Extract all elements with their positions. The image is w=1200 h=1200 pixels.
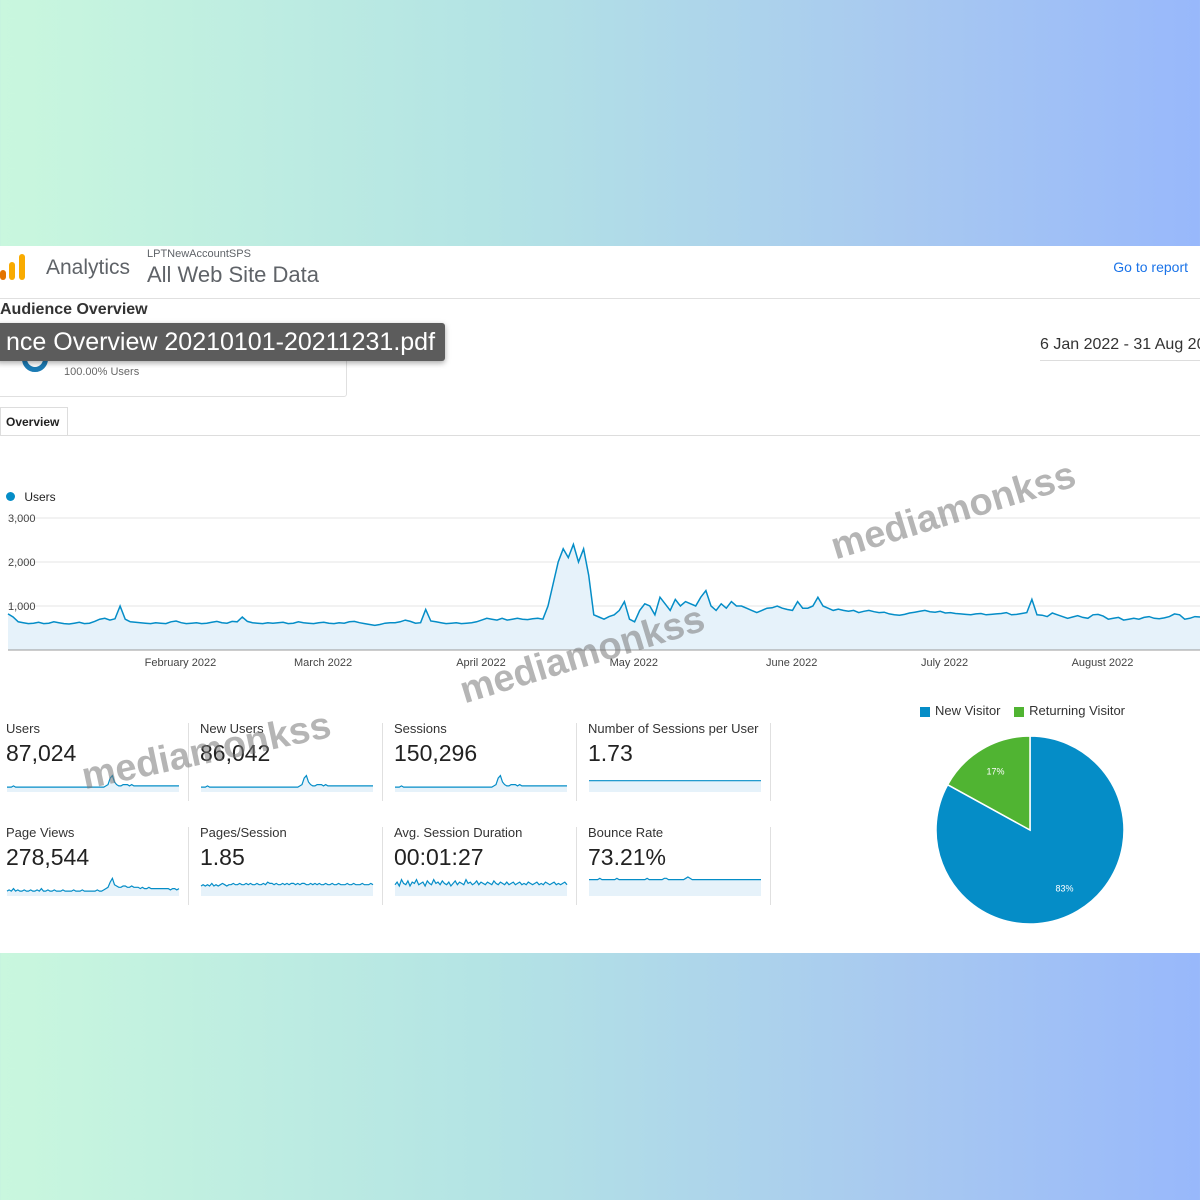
metric-divider [770, 827, 771, 905]
metric-label: Page Views [6, 825, 75, 840]
metric-divider [382, 723, 383, 801]
metric-divider [770, 723, 771, 801]
go-to-report-link[interactable]: Go to report [1113, 259, 1188, 275]
metric-divider [576, 723, 577, 801]
metric-tile[interactable]: Sessions 150,296 [394, 721, 574, 793]
visitor-pie-chart[interactable]: 83% 17% [930, 730, 1130, 930]
pie-legend: New Visitor Returning Visitor [920, 703, 1135, 718]
x-tick-label: April 2022 [456, 657, 506, 669]
x-tick-label: June 2022 [766, 657, 817, 669]
metric-sparkline [201, 774, 373, 792]
y-tick-label: 2,000 [8, 557, 36, 569]
metric-tile[interactable]: Bounce Rate 73.21% [588, 825, 768, 897]
users-chart-legend[interactable]: Users [6, 489, 56, 504]
metric-label: Avg. Session Duration [394, 825, 523, 840]
segment-share: 100.00% Users [64, 366, 140, 378]
pie-slice[interactable] [946, 735, 1031, 832]
metric-sparkline [395, 774, 567, 792]
x-tick-label: March 2022 [294, 657, 352, 669]
app-name[interactable]: Analytics [46, 256, 131, 279]
metric-sparkline [7, 774, 179, 792]
users-line-chart[interactable]: 1,000 2,000 3,000 February 2022 March 2022 Ap… [0, 500, 1200, 675]
metric-divider [576, 827, 577, 905]
metric-sparkline [589, 876, 761, 896]
metric-sparkline [589, 780, 761, 792]
metric-value: 86,042 [200, 740, 271, 766]
metric-divider [188, 827, 189, 905]
pie-legend-swatch [1014, 706, 1025, 717]
metric-label: Users [6, 721, 40, 736]
metric-value: 73.21% [588, 844, 667, 870]
pie-legend-new[interactable]: New Visitor [920, 703, 1001, 718]
pie-legend-label: New Visitor [935, 703, 1001, 718]
property-selector[interactable]: All Web Site Data [147, 262, 320, 287]
metric-value: 1.73 [588, 740, 633, 766]
metric-sparkline [6, 876, 180, 896]
tab-overview[interactable]: Overview [0, 407, 68, 435]
metric-sparkline [200, 881, 374, 896]
legend-label-users: Users [24, 489, 56, 504]
metric-tile[interactable]: Page Views 278,544 [6, 825, 186, 897]
account-name[interactable]: LPTNewAccountSPS [147, 248, 251, 260]
metric-label: Number of Sessions per User [588, 721, 759, 736]
x-tick-label: February 2022 [145, 657, 217, 669]
metric-value: 150,296 [394, 740, 478, 766]
metric-tile[interactable]: Number of Sessions per User 1.73 [588, 721, 768, 793]
pie-slice-label: 17% [987, 767, 1005, 777]
page-title: Audience Overview [0, 301, 148, 318]
metric-sparkline [394, 878, 568, 896]
filename-tooltip: nce Overview 20210101-20211231.pdf [0, 323, 446, 361]
metric-value: 1.85 [200, 844, 245, 870]
x-tick-label: May 2022 [610, 657, 658, 669]
metric-tile[interactable]: Avg. Session Duration 00:01:27 [394, 825, 574, 897]
tab-divider [0, 435, 1200, 436]
y-tick-label: 1,000 [8, 601, 36, 613]
y-tick-label: 3,000 [8, 513, 36, 525]
metric-divider [188, 723, 189, 801]
pie-legend-swatch [920, 706, 930, 717]
pie-legend-label: Returning Visitor [1029, 703, 1126, 718]
metric-value: 87,024 [6, 740, 77, 766]
date-range-selector[interactable]: 6 Jan 2022 - 31 Aug 2022 [1040, 336, 1200, 361]
metric-tile[interactable]: Pages/Session 1.85 [200, 825, 380, 897]
metric-label: New Users [200, 721, 264, 736]
pie-legend-returning[interactable]: Returning Visitor [1014, 703, 1125, 718]
metric-tile[interactable]: Users 87,024 [6, 721, 186, 793]
x-tick-label: July 2022 [921, 657, 968, 669]
metric-label: Sessions [394, 721, 447, 736]
metric-divider [382, 827, 383, 905]
header-divider [0, 298, 1200, 299]
metric-value: 00:01:27 [394, 844, 484, 870]
metric-label: Pages/Session [200, 825, 287, 840]
users-series-line[interactable] [7, 542, 1200, 627]
legend-dot [6, 492, 15, 502]
metric-tile[interactable]: New Users 86,042 [200, 721, 380, 793]
pie-slice-label: 83% [1055, 883, 1073, 893]
metric-label: Bounce Rate [588, 825, 664, 840]
x-tick-label: August 2022 [1072, 657, 1134, 669]
analytics-logo-icon [0, 254, 25, 280]
metric-value: 278,544 [6, 844, 90, 870]
